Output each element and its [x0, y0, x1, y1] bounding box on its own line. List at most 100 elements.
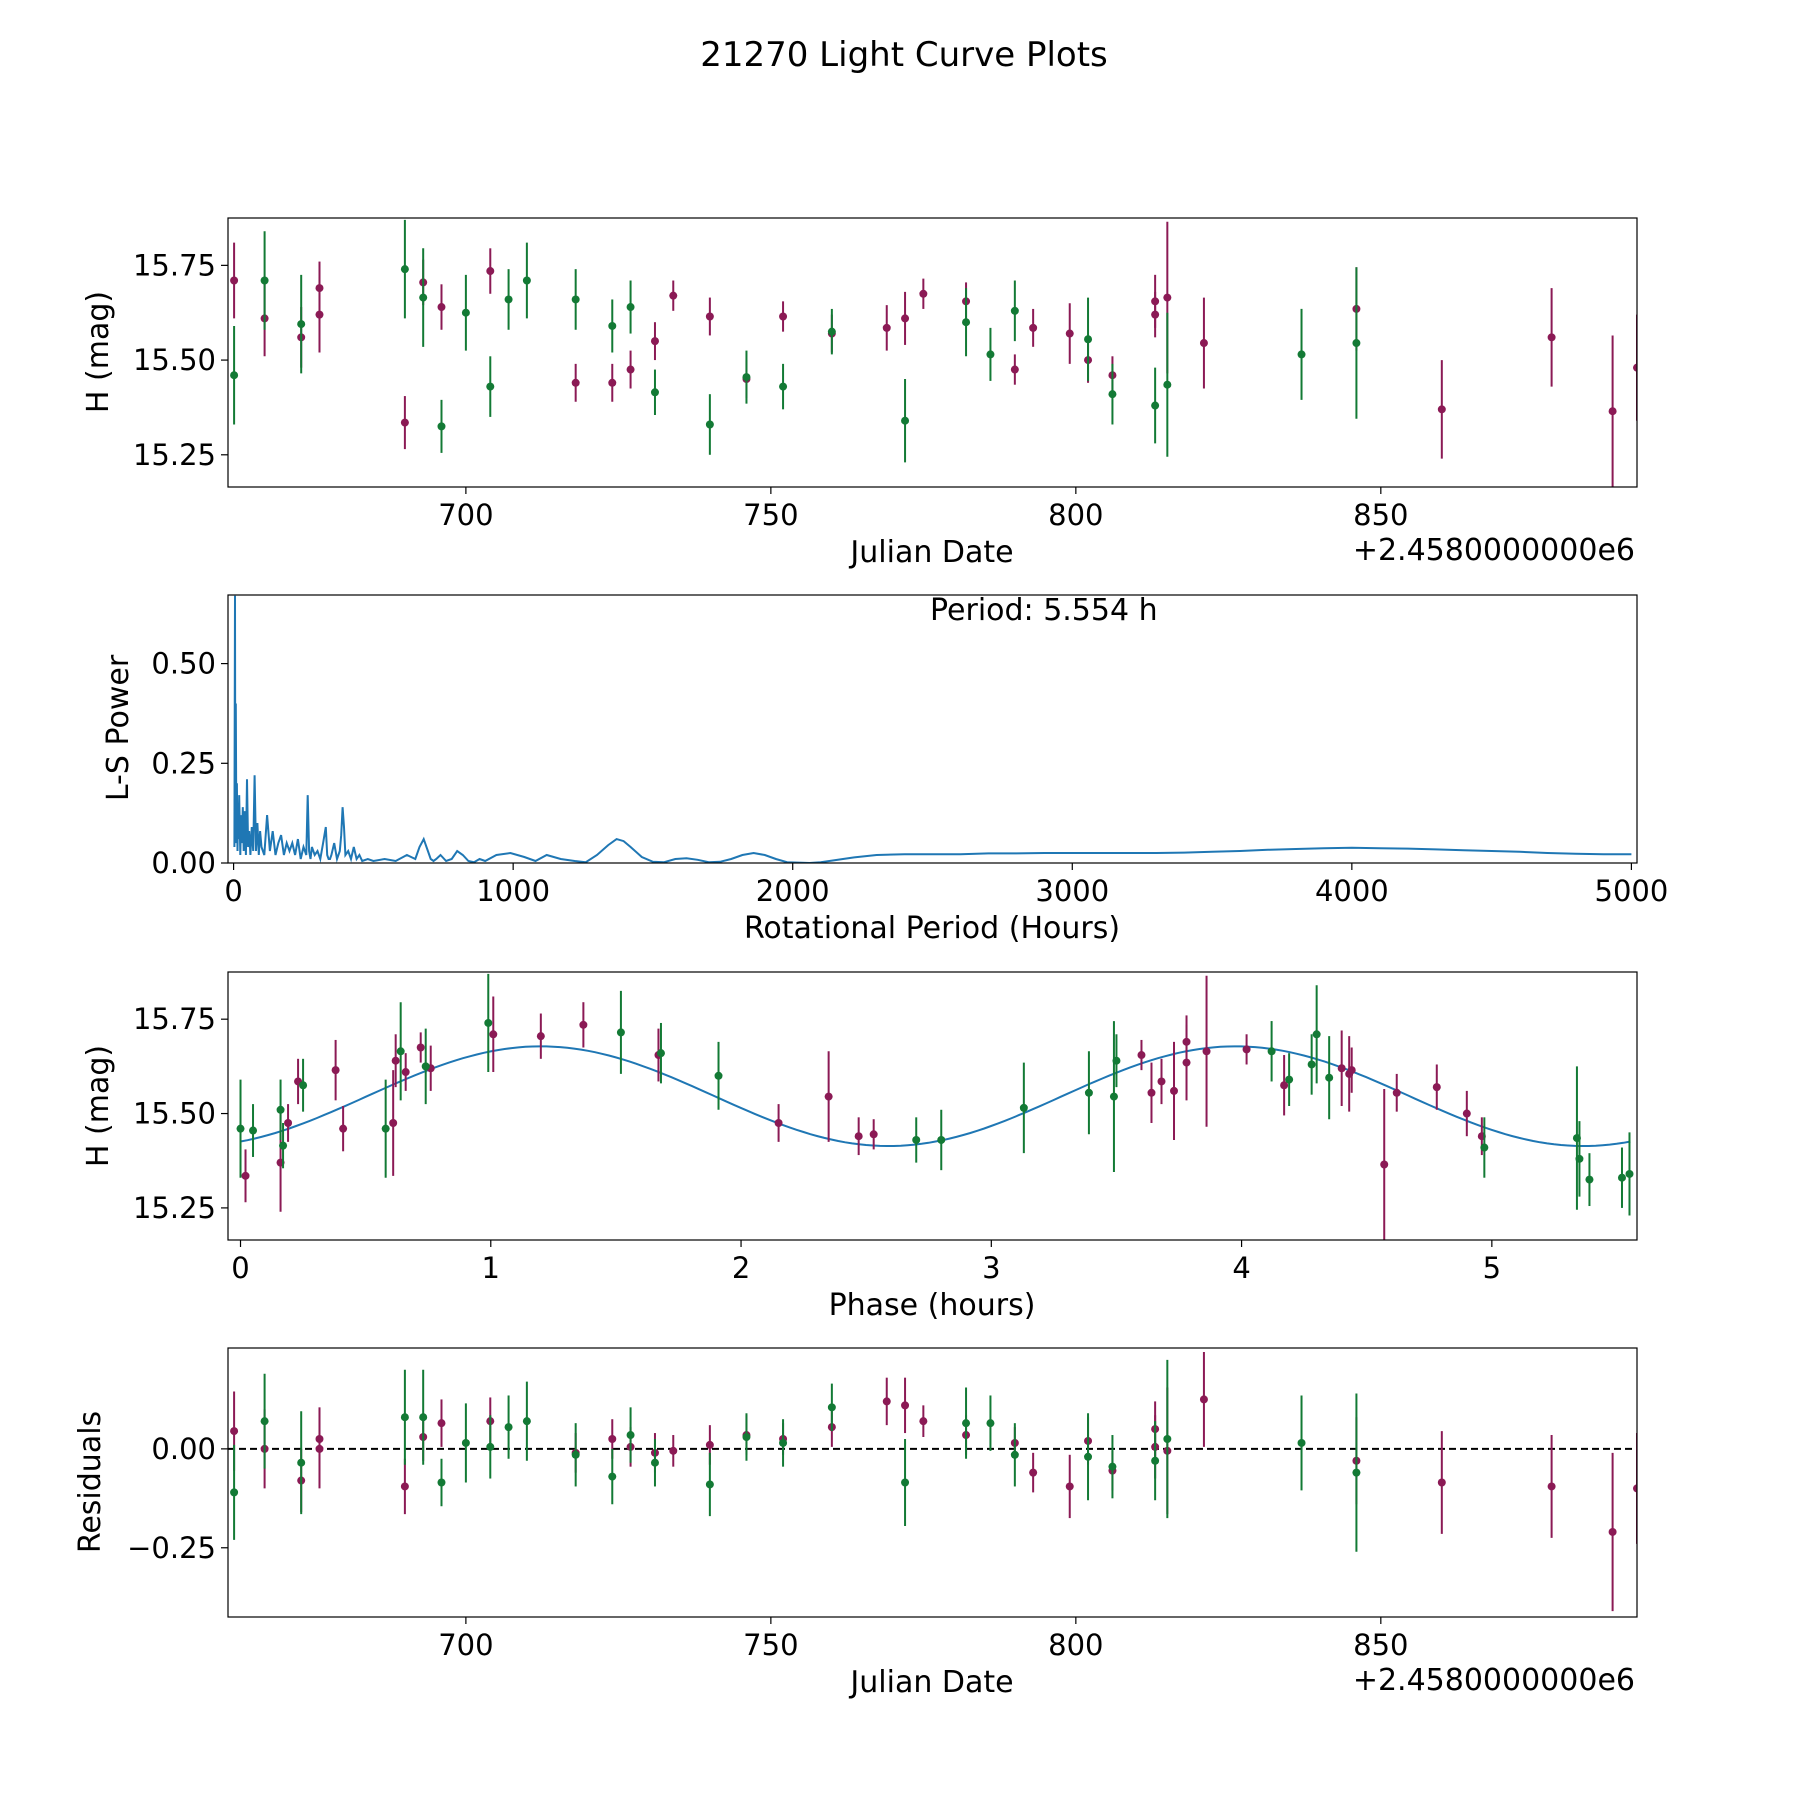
data-point-r [391, 1056, 400, 1065]
data-point-r [315, 284, 324, 293]
data-point-g [400, 1413, 409, 1422]
data-point-g [608, 1472, 617, 1481]
residuals-xlabel: Julian Date [848, 1665, 1013, 1700]
x-tick-label: 800 [1048, 1628, 1103, 1662]
data-point-g [1151, 401, 1160, 410]
data-point-r [869, 1130, 878, 1139]
data-point-r [1029, 323, 1038, 332]
x-tick-label: 0 [224, 874, 242, 908]
data-point-g [230, 371, 239, 380]
data-point-r [901, 1401, 910, 1410]
data-point-r [331, 1066, 340, 1075]
x-tick-label: 3000 [1035, 874, 1109, 908]
data-point-g [437, 422, 446, 431]
x-tick-label: 0 [231, 1251, 249, 1285]
period-annotation: Period: 5.554 h [930, 593, 1158, 628]
data-point-g [1151, 1456, 1160, 1465]
data-point-r [579, 1020, 588, 1029]
panel-phased: 0 1 2 3 4 5 15.25 15.50 15.75 Phase (hours) H (m… [81, 971, 1638, 1323]
data-point-r [882, 1397, 891, 1406]
data-point-r [1547, 1482, 1556, 1491]
data-point-r [389, 1118, 398, 1127]
data-point-g [1163, 1434, 1172, 1443]
data-point-g [937, 1135, 946, 1144]
data-point-g [962, 1419, 971, 1428]
data-point-g [504, 1423, 513, 1432]
plot-area [236, 973, 1634, 1240]
data-point-r [1163, 293, 1172, 302]
residuals-ylabel: Residuals [73, 1411, 108, 1553]
data-point-g [486, 1442, 495, 1451]
panel-periodogram: 0 1000 2000 3000 4000 5000 0.00 0.25 0.50 Period… [101, 593, 1668, 946]
data-point-g [1109, 1092, 1118, 1101]
data-point-g [1307, 1060, 1316, 1069]
data-point-g [616, 1028, 625, 1037]
data-point-r [1633, 363, 1637, 372]
y-tick-label: 15.75 [133, 1002, 216, 1036]
data-point-r [1137, 1051, 1146, 1060]
data-point-g [779, 1438, 788, 1447]
data-point-r [339, 1124, 348, 1133]
data-point-g [230, 1488, 239, 1497]
data-point-g [1352, 1468, 1361, 1477]
data-point-g [381, 1124, 390, 1133]
data-point-r [401, 1068, 410, 1077]
data-point-g [986, 350, 995, 359]
plot-area [228, 1351, 1637, 1612]
model-fit-curve [240, 1045, 1631, 1147]
data-point-r [1199, 339, 1208, 348]
data-point-g [901, 1478, 910, 1487]
data-point-g [626, 1431, 635, 1440]
data-point-g [1112, 1056, 1121, 1065]
lightcurve-xlabel: Julian Date [848, 535, 1013, 570]
data-point-g [650, 1458, 659, 1467]
data-point-g [1312, 1030, 1321, 1039]
data-point-r [669, 1446, 678, 1455]
data-point-r [1170, 1086, 1179, 1095]
data-point-r [437, 303, 446, 312]
data-point-g [260, 276, 269, 285]
x-tick-label: 850 [1353, 498, 1408, 532]
data-point-g [650, 388, 659, 397]
data-point-g [504, 295, 513, 304]
data-point-g [522, 276, 531, 285]
data-point-r [1432, 1083, 1441, 1092]
data-point-g [705, 1480, 714, 1489]
data-point-r [571, 378, 580, 387]
data-point-r [1242, 1045, 1251, 1054]
lightcurve-offset-label: +2.4580000000e6 [1353, 533, 1635, 568]
data-point-g [437, 1478, 446, 1487]
data-point-g [571, 1450, 580, 1459]
data-point-r [536, 1032, 545, 1041]
data-point-g [901, 416, 910, 425]
data-point-g [236, 1124, 245, 1133]
data-point-g [1084, 1088, 1093, 1097]
data-point-r [779, 312, 788, 321]
data-point-r [1437, 1478, 1446, 1487]
x-tick-label: 4 [1232, 1251, 1250, 1285]
residuals-axes-frame [227, 1347, 1638, 1618]
x-tick-label: 750 [743, 1628, 798, 1662]
data-point-g [742, 1433, 751, 1442]
data-point-g [1297, 350, 1306, 359]
data-point-r [1380, 1160, 1389, 1169]
data-point-g [421, 1062, 430, 1071]
x-tick-label: 2000 [756, 874, 830, 908]
data-point-r [1199, 1395, 1208, 1404]
data-point-g [626, 303, 635, 312]
data-point-r [1337, 1064, 1346, 1073]
phased-axes-frame [227, 971, 1638, 1241]
data-point-r [400, 1482, 409, 1491]
data-point-r [608, 1434, 617, 1443]
data-point-r [1392, 1088, 1401, 1097]
data-point-r [1157, 1077, 1166, 1086]
data-point-r [1608, 1527, 1617, 1536]
data-point-g [249, 1126, 258, 1135]
data-point-r [882, 323, 891, 332]
data-point-g [986, 1419, 995, 1428]
data-point-g [714, 1071, 723, 1080]
data-point-g [279, 1141, 288, 1150]
data-point-g [1084, 335, 1093, 344]
